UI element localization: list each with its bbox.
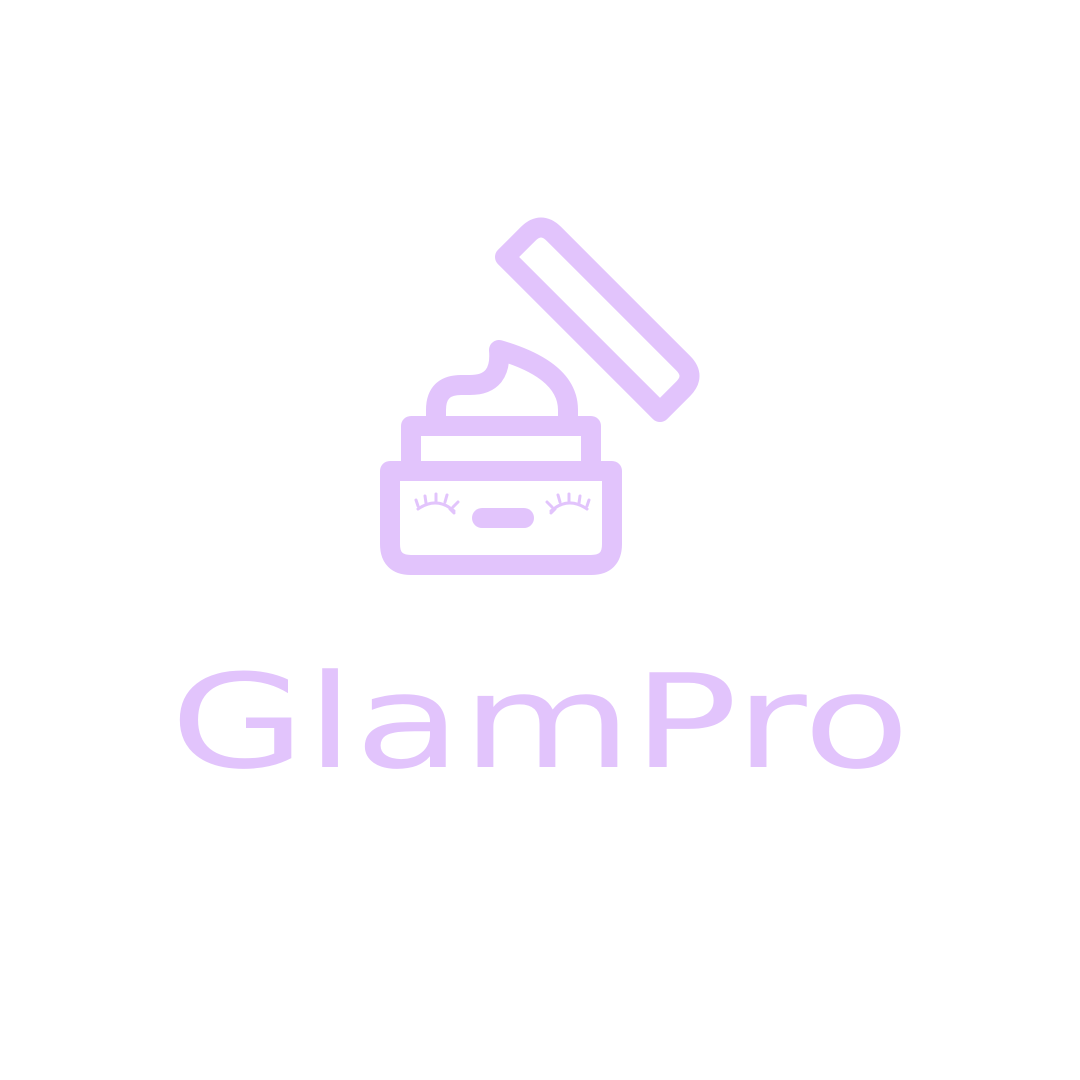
brand-wordmark: GlamPro — [170, 646, 910, 790]
cream-jar-icon — [380, 217, 700, 575]
cream-swirl — [426, 340, 578, 428]
jar-lid — [495, 217, 700, 422]
jar-body — [380, 461, 622, 575]
right-eye — [545, 492, 591, 515]
left-eye — [414, 492, 460, 515]
brand-name: GlamPro — [170, 646, 910, 790]
